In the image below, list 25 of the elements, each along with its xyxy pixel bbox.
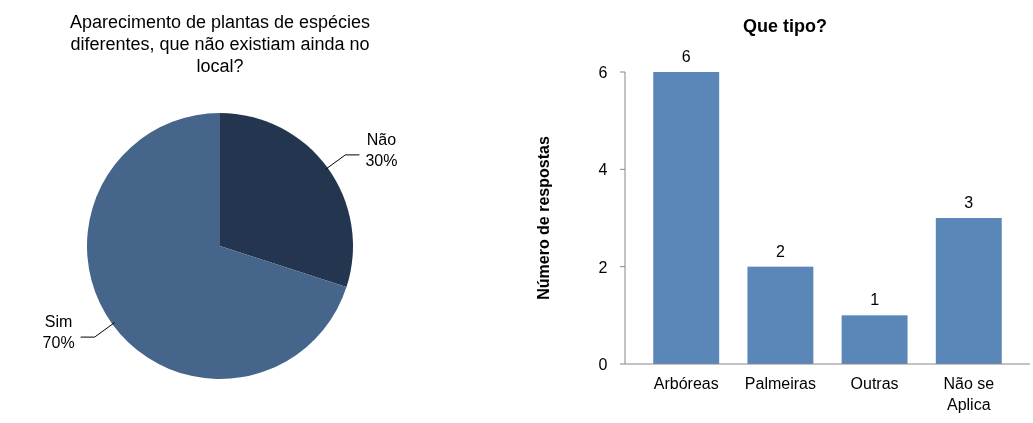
x-tick-label: Arbóreas	[653, 375, 719, 392]
data-label: 6	[681, 48, 691, 65]
slice-label: Não	[366, 130, 397, 148]
bar	[841, 315, 908, 364]
pie-slice	[220, 113, 353, 288]
data-label: 3	[964, 194, 974, 211]
chart-title: Que tipo?	[743, 16, 827, 36]
x-tick-label: Não se Aplica	[943, 375, 995, 413]
pie-slice	[87, 113, 347, 379]
data-label: 1	[870, 291, 880, 309]
data-label: 2	[775, 242, 785, 260]
bar	[935, 218, 1002, 364]
x-tick-label: Palmeiras	[744, 375, 816, 392]
data-label: 70%	[42, 334, 75, 352]
y-axis-title: Número de respostas	[535, 136, 552, 300]
x-tick-label: Outras	[850, 375, 899, 392]
bar	[653, 72, 720, 364]
y-tick-label: 6	[598, 64, 608, 81]
data-label: 30%	[365, 151, 398, 169]
y-tick-label: 2	[598, 258, 608, 276]
chart-title: Aparecimento de plantas de espécies diferentes, que não existiam ainda no local?	[69, 12, 371, 76]
bar	[747, 266, 814, 364]
y-tick-label: 4	[598, 161, 608, 179]
slice-label: Sim	[44, 313, 73, 331]
y-tick-label: 0	[598, 356, 608, 373]
